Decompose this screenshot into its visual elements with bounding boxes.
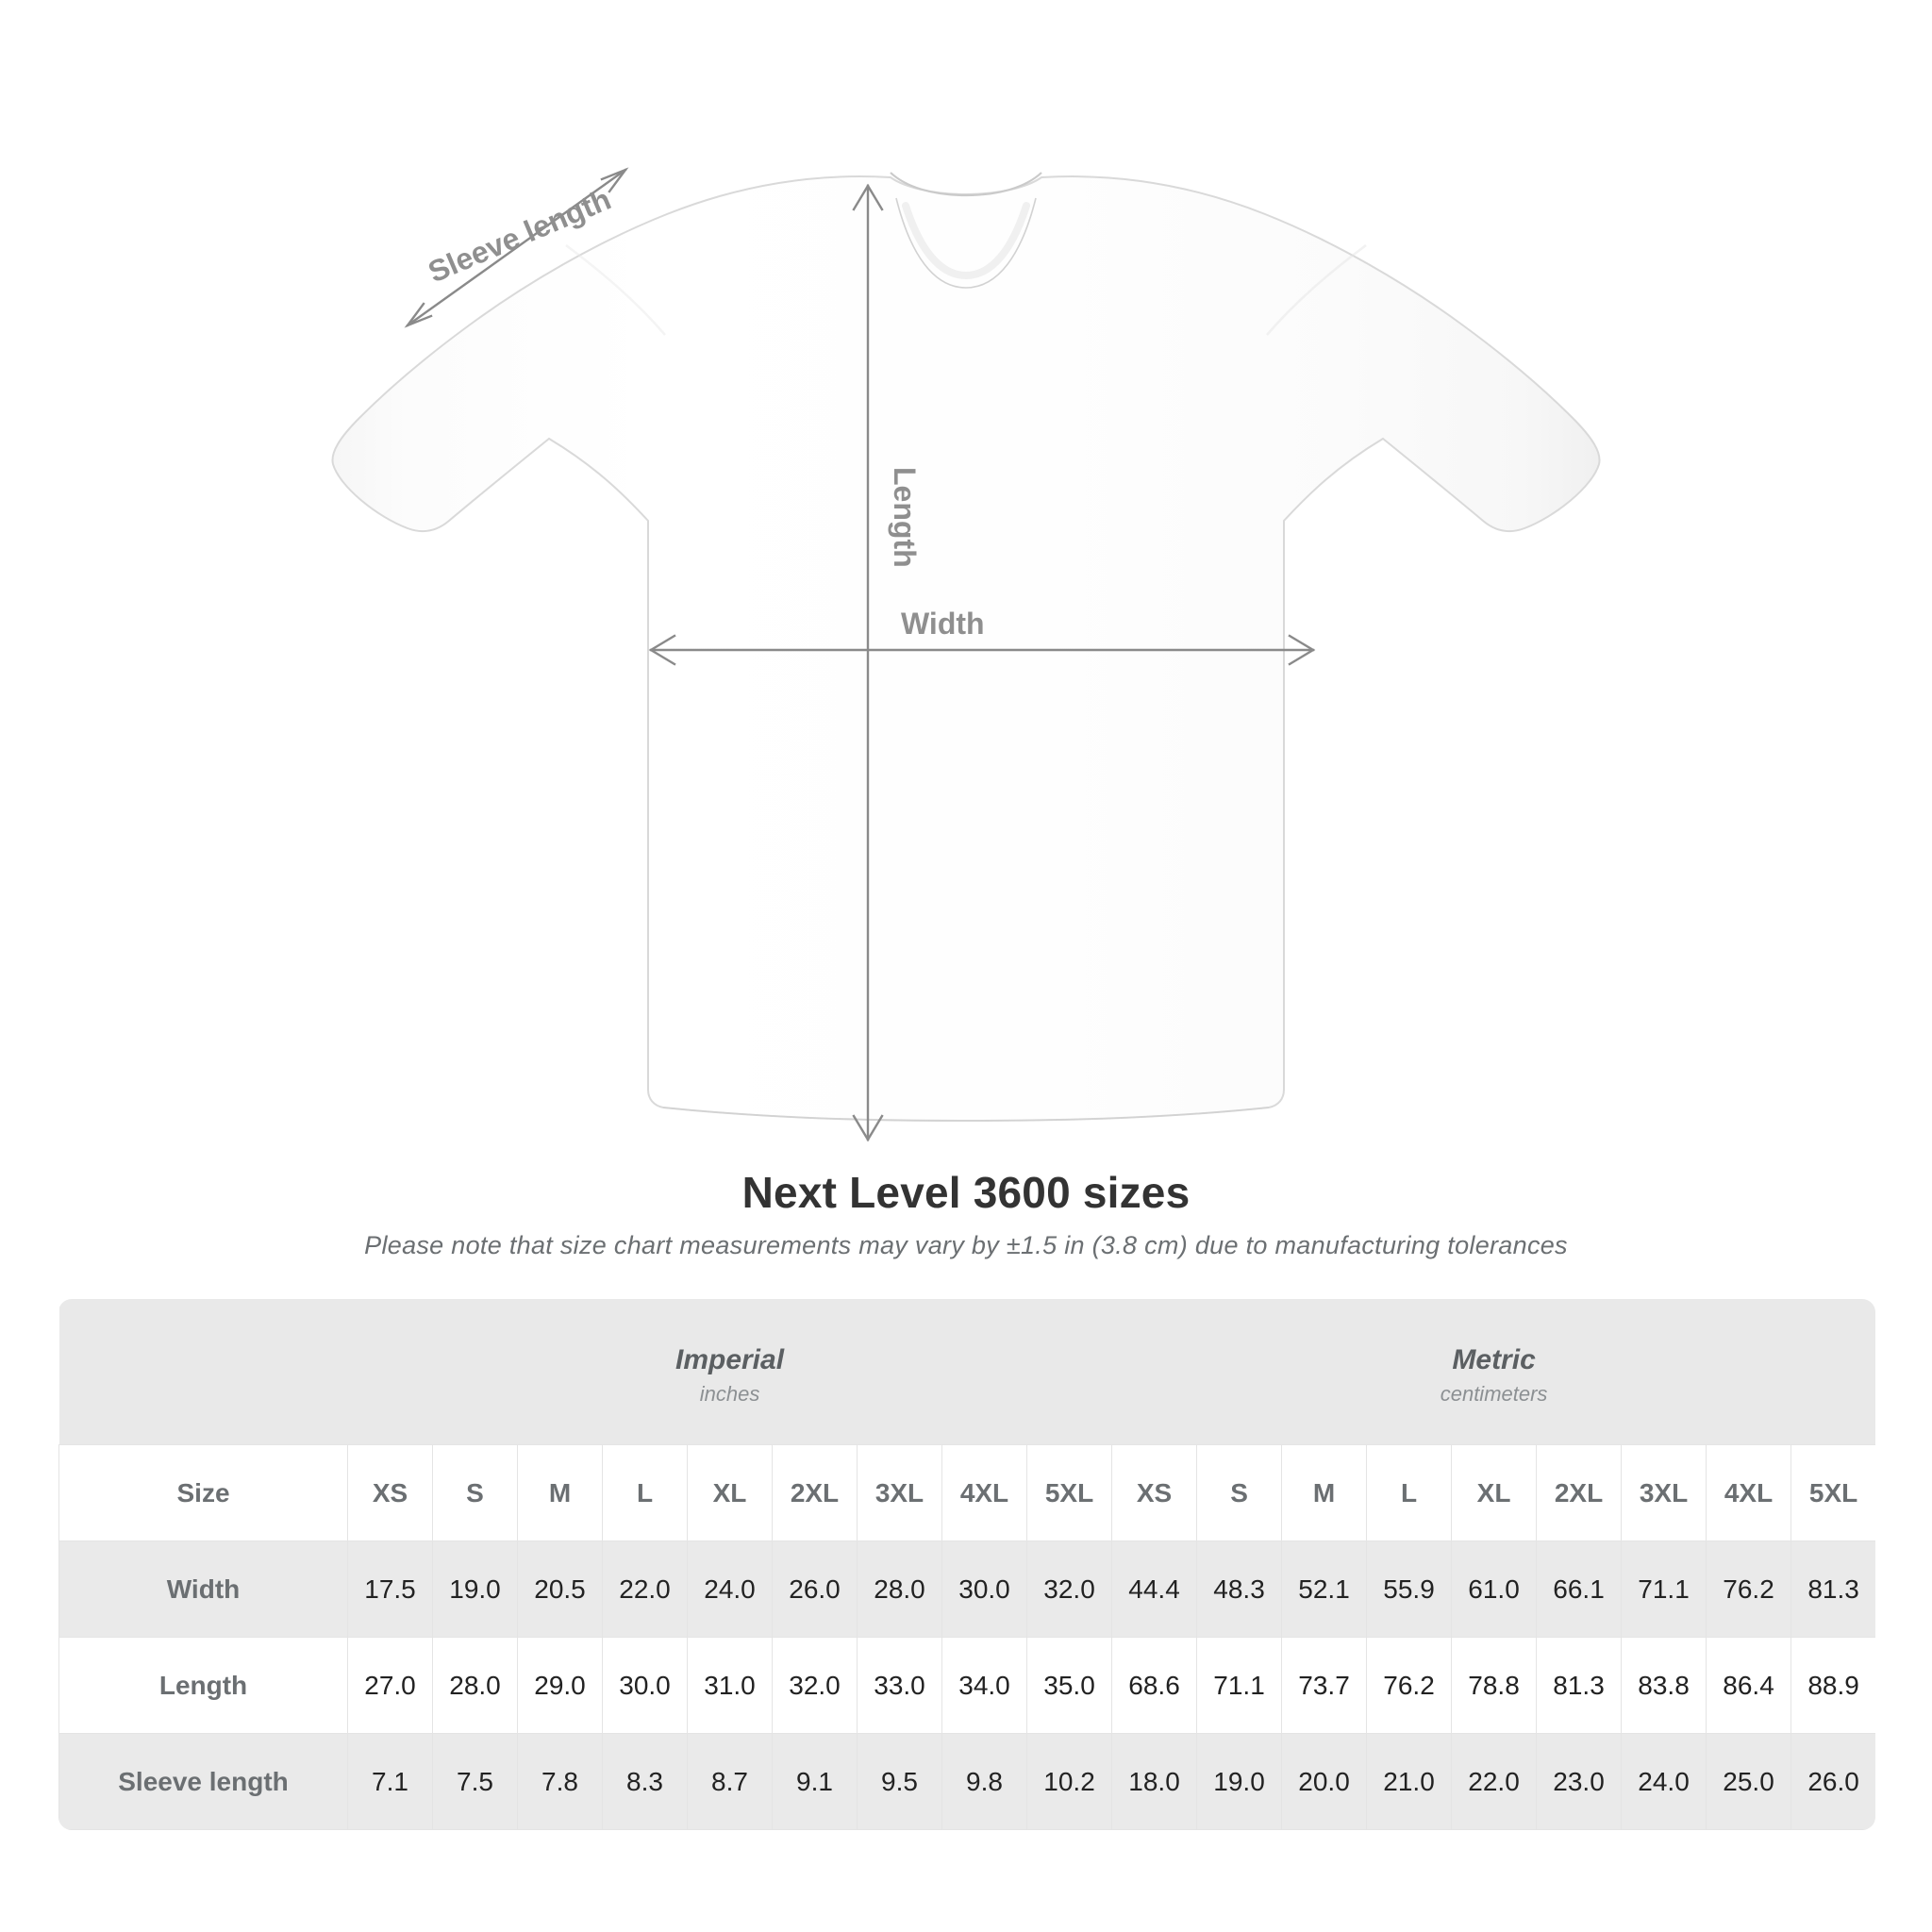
svg-text:Length: Length [888, 467, 922, 568]
svg-text:Width: Width [901, 607, 985, 641]
